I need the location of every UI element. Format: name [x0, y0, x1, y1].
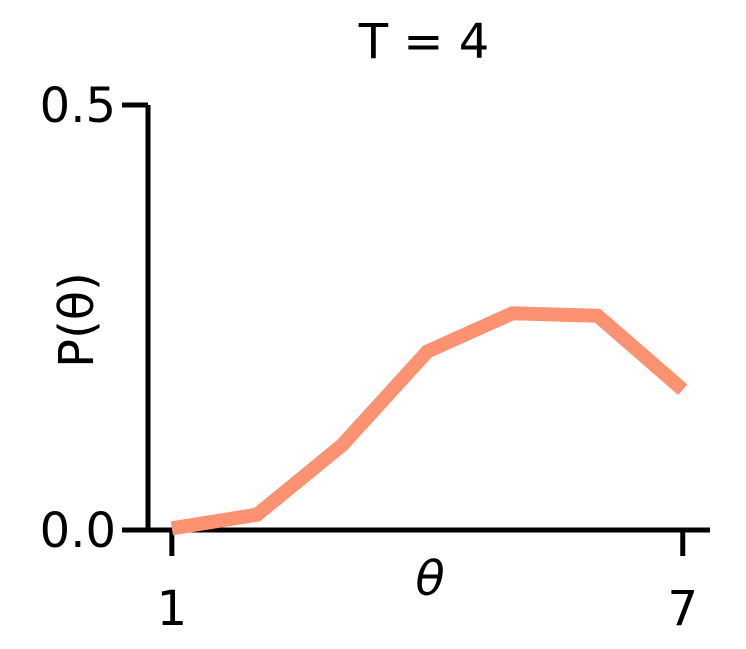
- x-tick-label: 1: [157, 581, 188, 637]
- x-tick-label: 7: [667, 581, 698, 637]
- x-axis-label: θ: [415, 551, 444, 607]
- y-axis-label: P(θ): [49, 272, 105, 368]
- y-tick-label: 0.5: [40, 78, 116, 134]
- chart-title: T = 4: [358, 14, 490, 70]
- line-series: [170, 306, 688, 536]
- y-tick-label: 0.0: [40, 503, 116, 559]
